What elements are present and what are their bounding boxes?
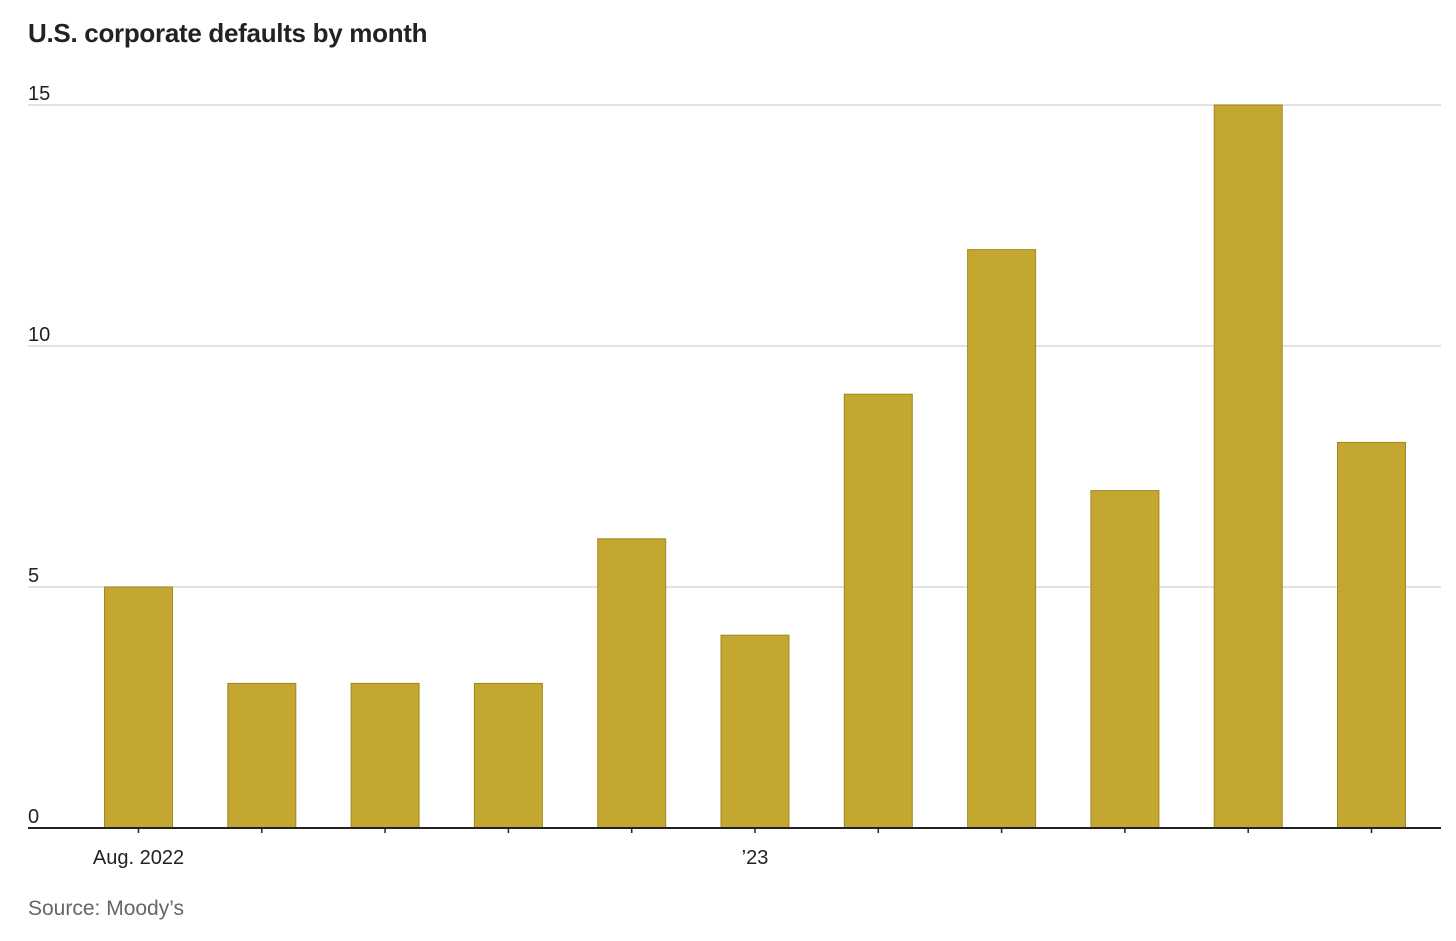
bar-4 [597, 538, 667, 829]
bar-5 [720, 634, 790, 829]
tick-labels: 0 5 10 15 Aug. 2022 ’23 [28, 83, 768, 869]
bar-8 [1090, 490, 1160, 829]
bars [104, 104, 1406, 829]
y-tick-label-0: 0 [28, 806, 39, 828]
bar-3 [473, 682, 543, 829]
bar-2 [350, 682, 420, 829]
y-tick-label-5: 5 [28, 565, 39, 587]
y-tick-label-15: 15 [28, 83, 50, 105]
chart-title: U.S. corporate defaults by month [28, 18, 428, 48]
x-axis [28, 827, 1441, 833]
bar-6 [843, 393, 913, 829]
y-tick-label-10: 10 [28, 324, 50, 346]
bar-0 [104, 586, 173, 829]
bar-1 [227, 682, 297, 829]
x-tick-label-0: Aug. 2022 [93, 847, 184, 869]
grid-lines [28, 104, 1441, 588]
bar-9 [1213, 104, 1283, 829]
x-tick-label-1: ’23 [742, 847, 769, 869]
source-note: Source: Moody’s [28, 897, 185, 920]
bar-7 [967, 249, 1037, 829]
bar-10 [1337, 441, 1406, 829]
